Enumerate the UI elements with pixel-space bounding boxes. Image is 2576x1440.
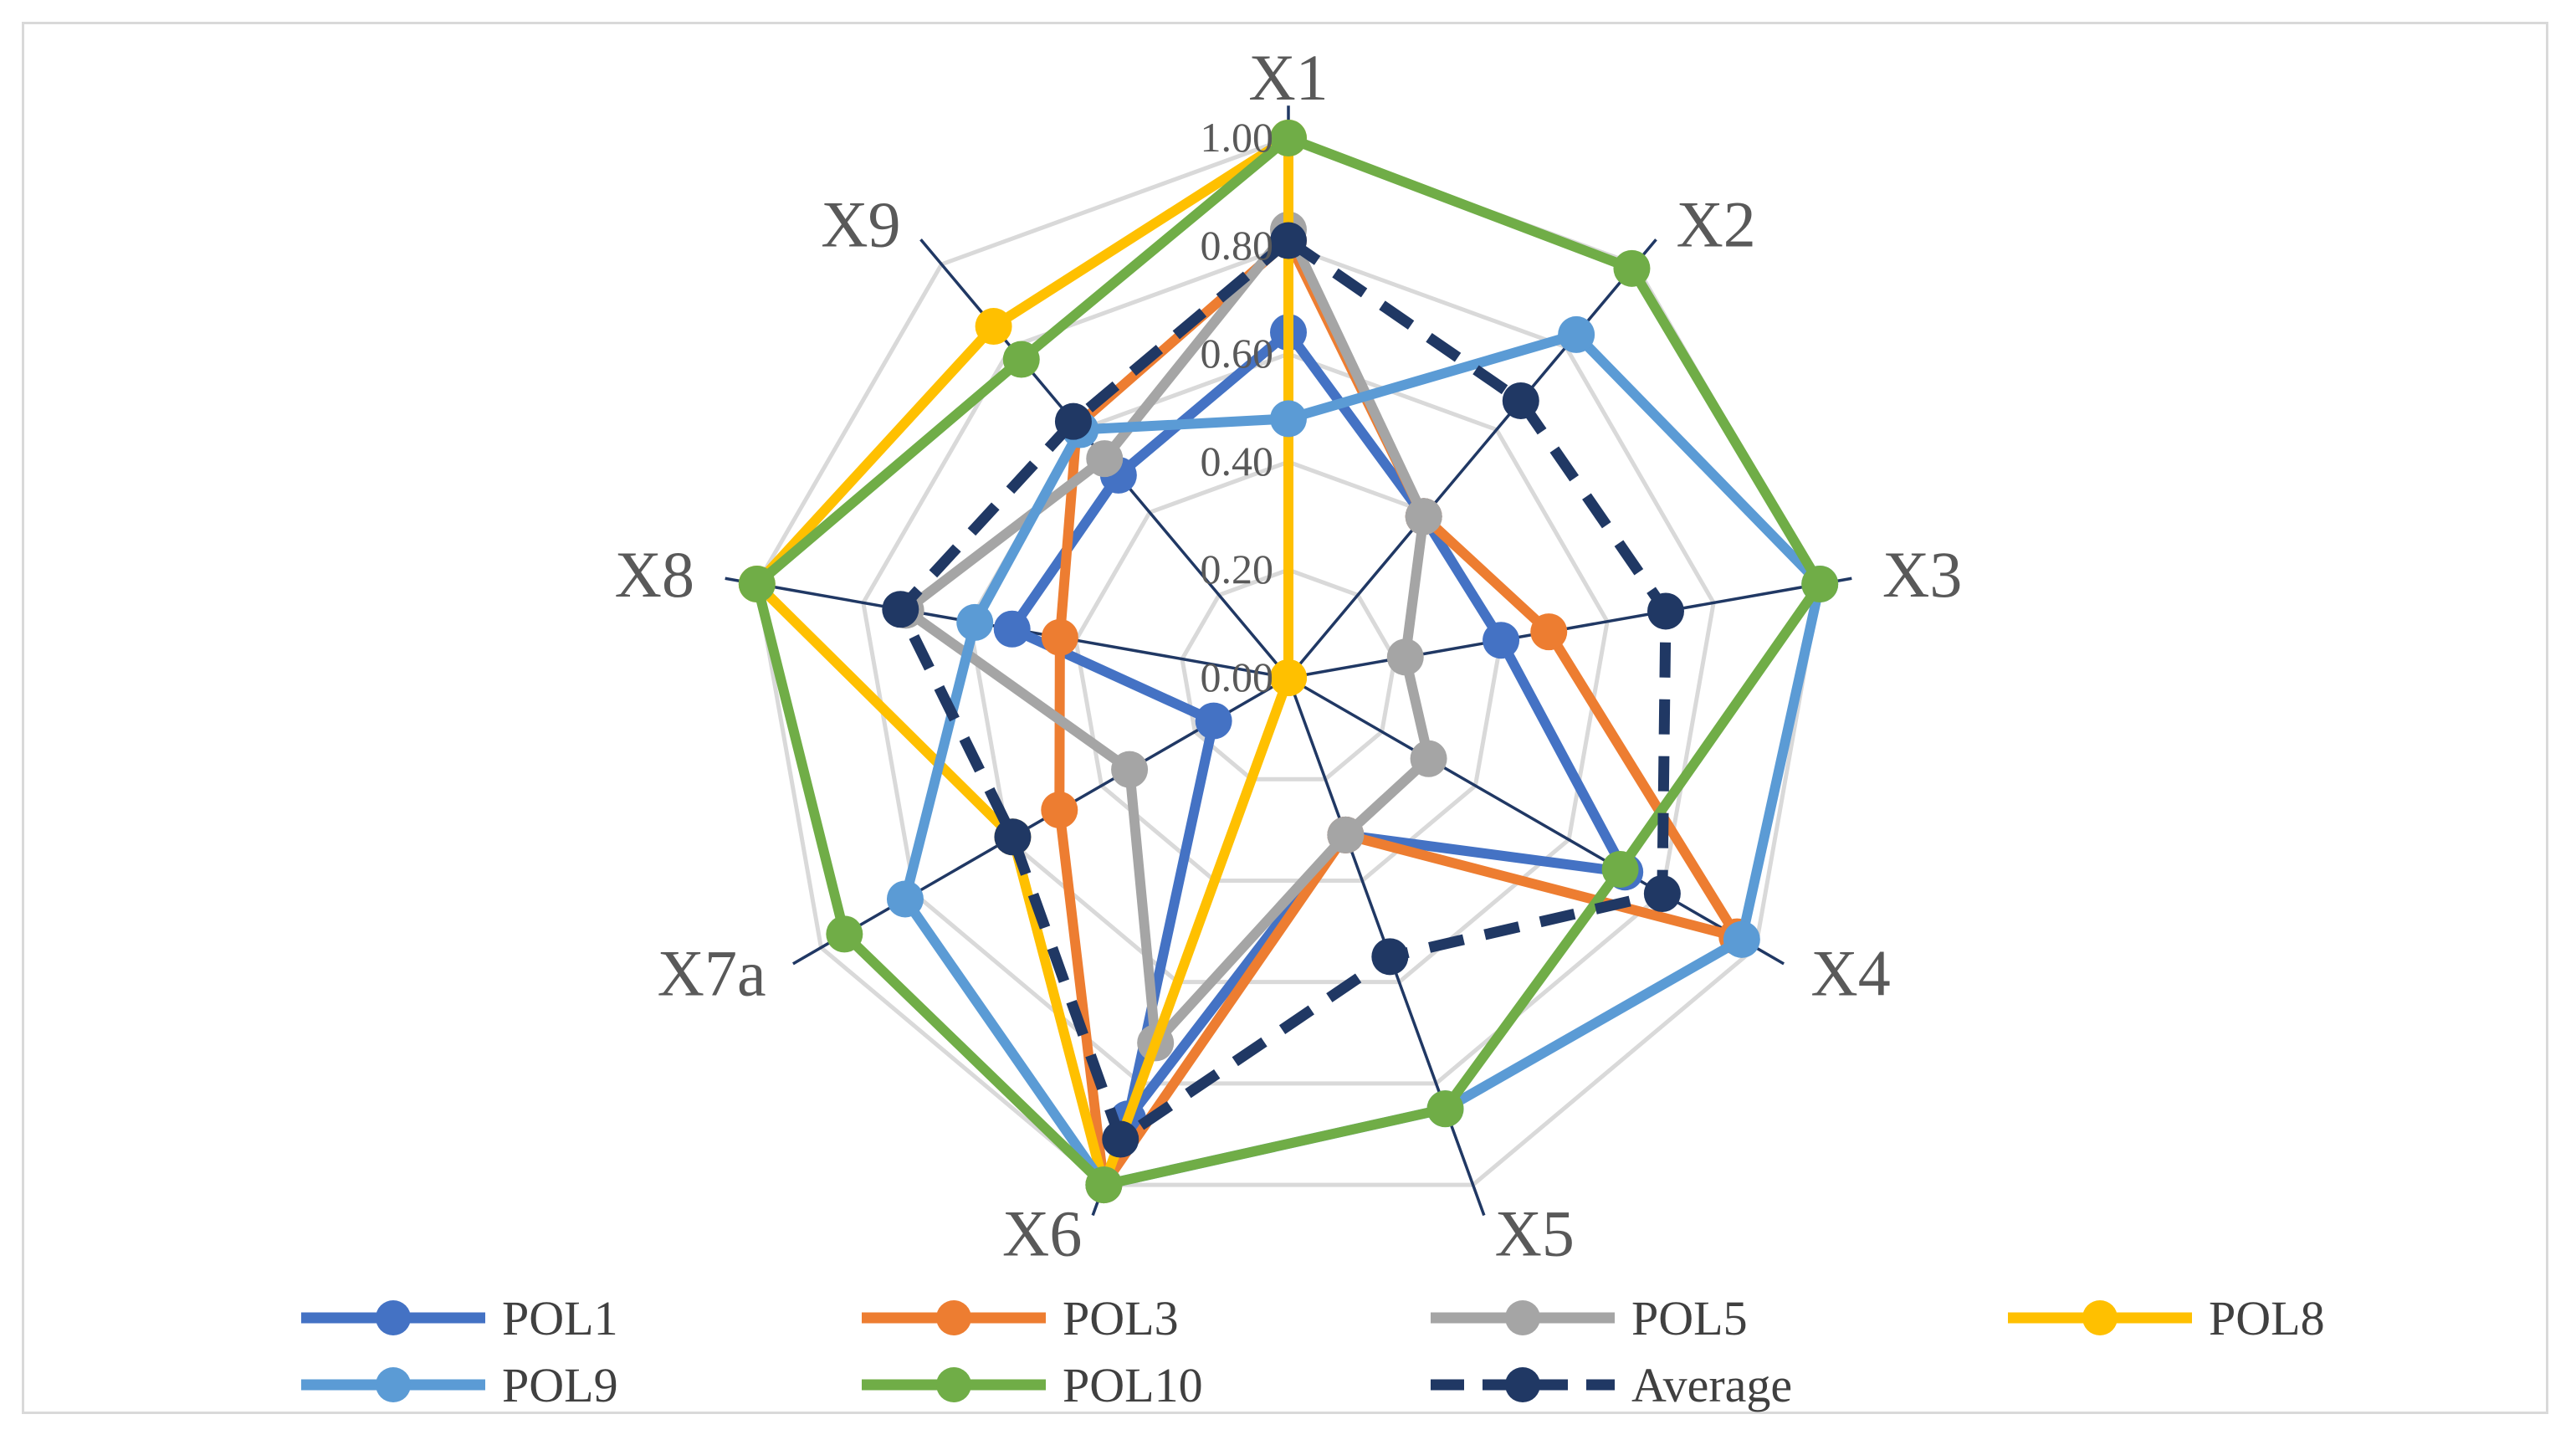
grid-ring: [861, 243, 1716, 1086]
series-line-pol3: [1054, 235, 1743, 1191]
legend-swatch-marker: [376, 1367, 411, 1402]
axis-labels: X1 X2 X3 X4 X5 X6 X7a X8 X9: [615, 41, 1963, 1269]
data-point-average-x1: [1270, 222, 1307, 259]
tick-label: 0.40: [1201, 438, 1274, 484]
legend-item-pol10: POL10: [862, 1358, 1203, 1412]
data-point-pol10-x3: [1801, 565, 1839, 602]
axis-label-x9: X9: [821, 187, 900, 260]
data-point-pol1-x3: [1483, 622, 1520, 659]
data-point-pol9-x2: [1558, 315, 1595, 353]
axis-label-x7a: X7a: [658, 937, 766, 1010]
series-line-pol5: [900, 224, 1434, 1048]
legend-label: POL5: [1631, 1291, 1748, 1345]
data-point-pol10-x6: [1085, 1166, 1123, 1204]
data-point-pol10-x7a: [826, 915, 863, 953]
data-point-pol9-x1: [1270, 400, 1307, 438]
radial-tick-labels: 0.00 0.20 0.40 0.60 0.80 1.00: [1201, 114, 1274, 700]
legend-item-pol5: POL5: [1431, 1291, 1748, 1345]
data-point-average-x2: [1502, 382, 1539, 419]
series-pol10: [738, 120, 1839, 1204]
data-point-pol10-x9: [1002, 341, 1040, 378]
axis-spoke-x2: [1287, 238, 1657, 679]
radar-series: [738, 120, 1839, 1204]
data-point-pol3-x7a: [1041, 792, 1078, 829]
legend-swatch-marker: [936, 1367, 971, 1402]
axis-label-x2: X2: [1676, 187, 1755, 260]
data-point-pol10-x1: [1270, 120, 1307, 156]
legend-swatch-marker: [2082, 1300, 2118, 1335]
data-point-pol5-x2: [1405, 498, 1442, 536]
data-point-average-x8: [882, 591, 919, 628]
legend-item-pol3: POL3: [862, 1291, 1179, 1345]
legend-label: POL10: [1063, 1358, 1203, 1412]
data-point-pol5-x7a: [1111, 751, 1149, 788]
tick-label: 1.00: [1201, 114, 1274, 161]
data-point-pol10-x5: [1426, 1090, 1464, 1128]
legend: POL1 POL3 POL5 POL8 POL9 POL10 Average: [301, 1291, 2325, 1412]
data-point-pol5-x3: [1386, 638, 1424, 676]
axis-label-x4: X4: [1810, 937, 1890, 1010]
tick-label: 0.20: [1201, 546, 1274, 592]
data-point-pol10-x4: [1601, 850, 1639, 888]
data-point-pol3-x8: [1041, 618, 1078, 656]
tick-label: 0.00: [1201, 653, 1274, 700]
tick-label: 0.60: [1201, 330, 1274, 377]
data-point-pol5-x5: [1327, 816, 1365, 853]
axis-label-x1: X1: [1248, 41, 1328, 114]
data-point-average-x9: [1054, 402, 1092, 440]
axis-label-x3: X3: [1882, 538, 1962, 611]
grid-ring: [1180, 567, 1397, 781]
data-point-pol10-x2: [1613, 249, 1651, 287]
data-point-pol5-x4: [1410, 740, 1447, 777]
legend-item-pol1: POL1: [301, 1291, 618, 1345]
legend-label: POL3: [1063, 1291, 1179, 1345]
data-point-average-x5: [1371, 938, 1409, 976]
legend-swatch-marker: [1505, 1367, 1540, 1402]
data-point-pol8-x5: [1270, 659, 1307, 696]
data-point-pol5-x9: [1086, 440, 1124, 478]
data-point-pol3-x3: [1530, 613, 1568, 651]
data-point-pol9-x7a: [886, 880, 924, 918]
tick-label: 0.80: [1201, 222, 1274, 269]
axis-spoke-x3: [1288, 577, 1852, 679]
legend-label: Average: [1631, 1358, 1792, 1412]
data-point-average-x7a: [994, 818, 1032, 856]
legend-swatch-marker: [376, 1300, 411, 1335]
legend-label: POL9: [502, 1358, 618, 1412]
axis-label-x5: X5: [1495, 1197, 1575, 1269]
legend-swatch-marker: [1505, 1300, 1540, 1335]
data-point-pol9-x8: [956, 603, 994, 641]
data-point-pol1-x7a: [1195, 702, 1232, 740]
series-average: [882, 222, 1684, 1158]
legend-item-pol8: POL8: [2008, 1291, 2325, 1345]
axis-spoke-x4: [1288, 676, 1785, 966]
axis-label-x8: X8: [615, 538, 694, 611]
series-line-pol9: [899, 329, 1826, 1191]
legend-item-average: Average: [1431, 1358, 1792, 1412]
data-point-average-x3: [1646, 592, 1684, 630]
legend-label: POL1: [502, 1291, 618, 1345]
data-point-average-x6: [1102, 1120, 1139, 1158]
data-point-pol10-x8: [738, 565, 776, 602]
legend-swatch-marker: [936, 1300, 971, 1335]
axis-label-x6: X6: [1002, 1197, 1082, 1269]
data-point-pol8-x9: [975, 308, 1012, 346]
data-point-average-x4: [1643, 875, 1681, 912]
data-point-pol9-x4: [1723, 920, 1760, 958]
legend-item-pol9: POL9: [301, 1358, 618, 1412]
series-line-average: [894, 235, 1672, 1145]
data-point-pol1-x8: [993, 610, 1031, 648]
legend-label: POL8: [2209, 1291, 2325, 1345]
series-line-pol10: [751, 133, 1826, 1191]
